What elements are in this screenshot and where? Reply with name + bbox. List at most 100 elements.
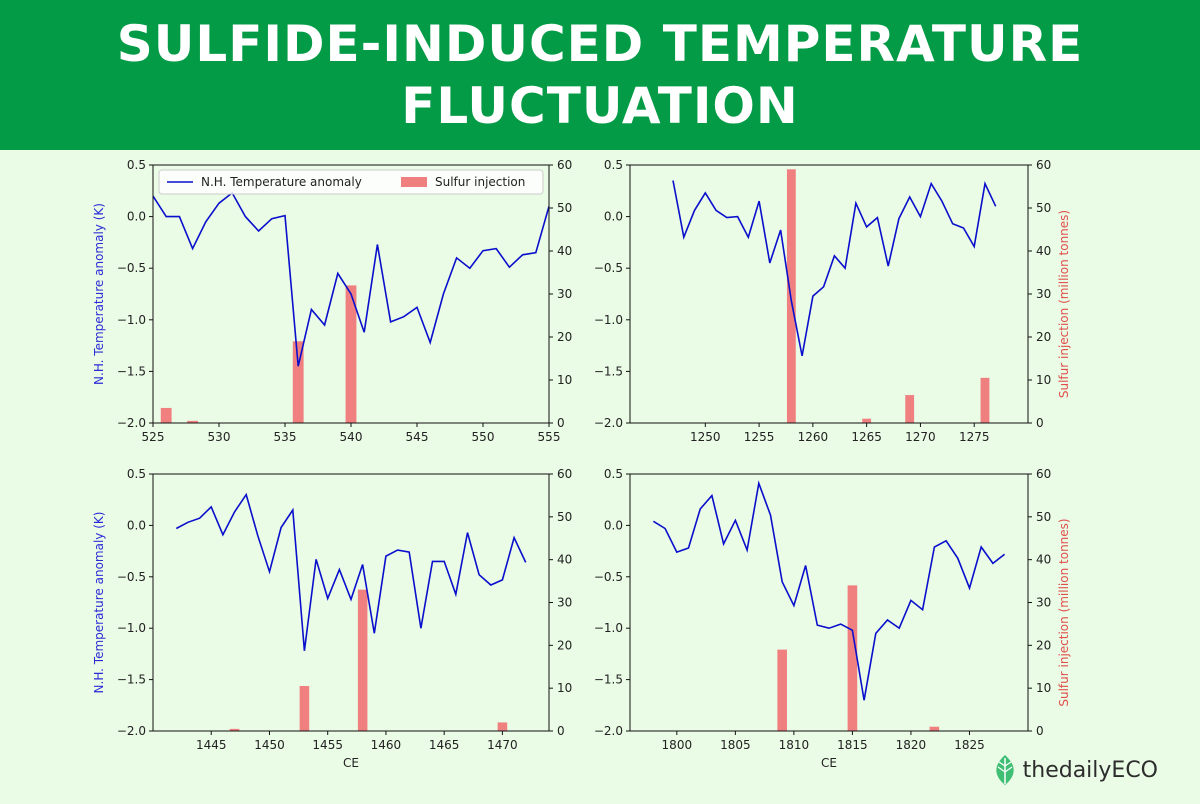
x-tick-label: 1455 — [312, 738, 343, 752]
y-right-tick-label: 60 — [557, 467, 572, 481]
x-tick-label: 1450 — [254, 738, 285, 752]
plot-background — [630, 165, 1028, 423]
x-tick-label: 1255 — [744, 430, 775, 444]
temperature-line — [153, 191, 549, 367]
sulfur-bar — [299, 686, 310, 731]
x-tick-label: 1805 — [720, 738, 751, 752]
x-tick-label: 555 — [538, 430, 561, 444]
y-left-tick-label: −1.0 — [594, 313, 623, 327]
sulfur-bar — [777, 649, 787, 731]
sulfur-bar — [905, 395, 915, 423]
x-tick-label: 1270 — [905, 430, 936, 444]
brand-name: thedailyECO — [1022, 757, 1158, 783]
sulfur-bar — [292, 341, 304, 423]
page-title: SULFIDE-INDUCED TEMPERATURE FLUCTUATION — [116, 15, 1084, 135]
legend-temperature-label: N.H. Temperature anomaly — [201, 175, 362, 189]
y-left-axis-label: N.H. Temperature anomaly (K) — [92, 512, 106, 694]
y-right-tick-label: 50 — [557, 201, 572, 215]
y-right-tick-label: 0 — [1036, 724, 1044, 738]
y-right-tick-label: 40 — [1036, 553, 1051, 567]
leaf-icon — [995, 755, 1014, 785]
chart-panel-3: 1445 1450 1455 1460 1465 1470 0.5 0.0 −0.5 −1.0 −1… — [92, 467, 572, 770]
y-right-tick-label: 0 — [557, 416, 565, 430]
y-left-tick-label: −2.0 — [117, 416, 146, 430]
y-right-tick-label: 0 — [557, 724, 565, 738]
chart-grid: 525 530 535 540 545 550 555 0.5 0.0 −0.5 −1.0 −1.5 −… — [0, 150, 1200, 800]
chart-legend: N.H. Temperature anomaly Sulfur injection — [158, 169, 544, 195]
y-right-tick-label: 50 — [557, 510, 572, 524]
legend-box — [158, 169, 544, 195]
y-left-tick-label: 0.5 — [604, 467, 623, 481]
y-left-tick-label: 0.5 — [127, 158, 146, 172]
y-left-tick-label: −2.0 — [594, 724, 623, 738]
sulfur-bar — [862, 418, 872, 423]
y-right-tick-label: 0 — [1036, 416, 1044, 430]
temperature-line — [652, 480, 1006, 701]
x-tick-label: 1250 — [690, 430, 721, 444]
x-axis-label: CE — [821, 756, 837, 770]
y-right-tick-label: 20 — [1036, 638, 1051, 652]
sulfur-bar — [160, 407, 172, 423]
y-left-tick-label: −0.5 — [594, 570, 623, 584]
x-tick-label: 1470 — [487, 738, 518, 752]
y-right-tick-label: 60 — [1036, 467, 1051, 481]
sulfur-bar — [357, 589, 368, 731]
y-left-tick-label: −1.5 — [117, 364, 146, 378]
y-right-axis-label: Sulfur injection (million tonnes) — [1057, 518, 1071, 706]
y-right-tick-label: 60 — [557, 158, 572, 172]
sulfur-bar — [929, 726, 940, 731]
sulfur-bar — [345, 285, 357, 423]
y-left-tick-label: −0.5 — [117, 261, 146, 275]
y-right-tick-label: 20 — [557, 330, 572, 344]
legend-sulfur-swatch — [401, 177, 427, 187]
brand-logo: thedailyECO — [991, 754, 1158, 786]
y-left-tick-label: 0.5 — [604, 158, 623, 172]
y-left-tick-label: −0.5 — [594, 261, 623, 275]
y-right-tick-label: 30 — [1036, 596, 1051, 610]
temperature-line — [672, 180, 997, 357]
y-left-tick-label: 0.5 — [127, 467, 146, 481]
title-banner: SULFIDE-INDUCED TEMPERATURE FLUCTUATION — [0, 0, 1200, 150]
y-left-tick-label: −1.0 — [117, 313, 146, 327]
chart-panel-2: 1250 1255 1260 1265 1270 1275 0.5 0.0 −0.5 −1.0 −1… — [594, 158, 1071, 444]
sulfur-bar — [980, 377, 990, 423]
y-left-tick-label: −1.5 — [117, 673, 146, 687]
x-tick-label: 1815 — [837, 738, 868, 752]
y-right-tick-label: 10 — [557, 681, 572, 695]
y-right-tick-label: 60 — [1036, 158, 1051, 172]
plot-background — [630, 474, 1028, 731]
y-left-axis-label: N.H. Temperature anomaly (K) — [92, 203, 106, 385]
y-right-tick-label: 10 — [1036, 373, 1051, 387]
y-right-axis-label: Sulfur injection (million tonnes) — [1057, 210, 1071, 398]
x-tick-label: 545 — [406, 430, 429, 444]
y-right-tick-label: 40 — [1036, 244, 1051, 258]
y-right-tick-label: 50 — [1036, 510, 1051, 524]
y-left-tick-label: −1.0 — [117, 621, 146, 635]
x-tick-label: 525 — [142, 430, 165, 444]
plot-background — [153, 474, 549, 731]
y-right-tick-label: 20 — [1036, 330, 1051, 344]
x-axis-label: CE — [343, 756, 359, 770]
y-right-tick-label: 40 — [557, 244, 572, 258]
sulfur-bar — [187, 420, 199, 423]
x-tick-label: 1460 — [371, 738, 402, 752]
chart-panel-4: 1800 1805 1810 1815 1820 1825 0.5 0.0 −0.5 −1.0 −1… — [594, 467, 1071, 770]
y-left-tick-label: −2.0 — [117, 724, 146, 738]
x-tick-label: 1265 — [851, 430, 882, 444]
x-tick-label: 550 — [472, 430, 495, 444]
y-left-tick-label: −1.5 — [594, 364, 623, 378]
y-left-tick-label: −1.0 — [594, 621, 623, 635]
x-tick-label: 1820 — [896, 738, 927, 752]
y-left-tick-label: −2.0 — [594, 416, 623, 430]
x-tick-label: 1825 — [954, 738, 985, 752]
temperature-line — [175, 492, 527, 651]
y-left-tick-label: −1.5 — [594, 673, 623, 687]
y-right-tick-label: 20 — [557, 638, 572, 652]
y-left-tick-label: 0.0 — [604, 518, 623, 532]
y-right-tick-label: 30 — [1036, 287, 1051, 301]
y-right-tick-label: 10 — [557, 373, 572, 387]
y-right-tick-label: 50 — [1036, 201, 1051, 215]
x-tick-label: 535 — [274, 430, 297, 444]
y-left-tick-label: 0.0 — [127, 210, 146, 224]
y-right-tick-label: 30 — [557, 287, 572, 301]
